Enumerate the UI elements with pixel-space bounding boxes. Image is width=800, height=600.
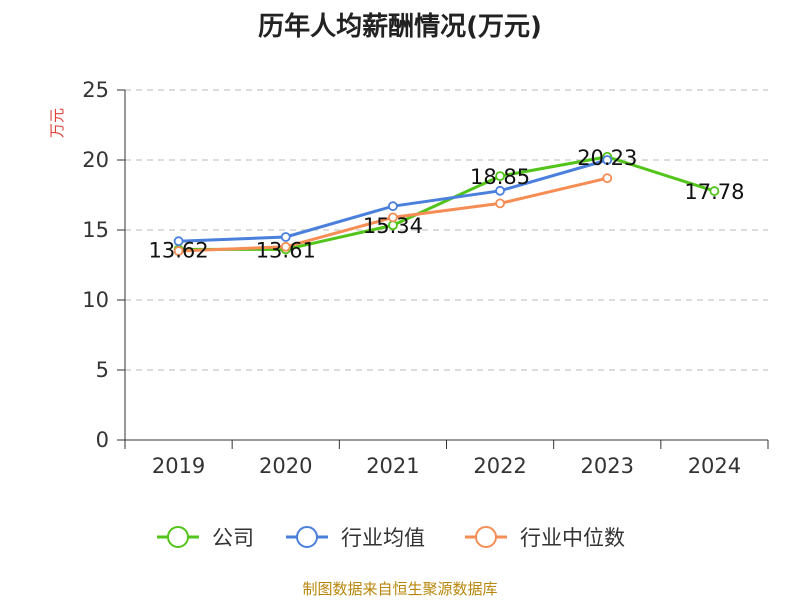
y-axis-label: 万元: [48, 108, 66, 138]
legend-item: 公司: [157, 526, 254, 550]
series-point-2: [280, 232, 291, 242]
legend: 公司 行业均值 行业中位数: [157, 526, 625, 550]
y-tick-label: 15: [82, 218, 109, 242]
series-point-2: [602, 155, 613, 165]
series-point-2: [173, 236, 184, 247]
legend-marker: [475, 526, 497, 548]
series-point-3: [388, 212, 398, 223]
data-label-layer: 13.62 13.61 15.34 18.85 20.23 17.78: [149, 146, 745, 263]
series-layer: [173, 151, 720, 256]
series-point-2: [495, 185, 505, 196]
x-tick-label: 2020: [259, 454, 312, 478]
legend-marker: [167, 526, 189, 548]
grid-layer: [125, 89, 768, 371]
y-tick-label: 0: [96, 428, 109, 452]
series-point-3: [602, 173, 613, 184]
source-note: 制图数据来自恒生聚源数据库: [302, 580, 498, 598]
axis-layer: 0 5 10 15 20 25 2019 2020 2021 2022 2023 2024 万元: [48, 78, 769, 478]
data-label: 20.23: [577, 146, 637, 170]
x-tick-label: 2024: [688, 454, 741, 478]
legend-label: 行业中位数: [520, 526, 625, 550]
y-tick-label: 10: [82, 288, 109, 312]
series-line-1: [177, 155, 716, 251]
series-point-3: [173, 246, 184, 256]
y-tick-label: 25: [82, 78, 109, 102]
x-tick-label: 2021: [366, 454, 419, 478]
legend-item: 行业中位数: [465, 526, 625, 550]
data-label: 13.62: [149, 238, 209, 262]
legend-marker: [296, 526, 318, 548]
data-label: 17.78: [684, 180, 744, 204]
series-point-1: [709, 186, 720, 196]
y-tick-label: 5: [96, 358, 109, 382]
series-point-1: [495, 171, 505, 182]
legend-label: 行业均值: [341, 526, 425, 550]
legend-item: 行业均值: [286, 526, 425, 550]
series-point-3: [495, 198, 505, 209]
series-point-3: [280, 241, 291, 252]
data-label: 13.61: [256, 238, 316, 262]
chart-title: 历年人均薪酬情况(万元): [258, 12, 542, 42]
y-tick-label: 20: [82, 148, 109, 172]
legend-label: 公司: [212, 526, 254, 550]
x-tick-label: 2022: [473, 454, 526, 478]
series-point-2: [388, 201, 398, 212]
data-label: 15.34: [363, 214, 423, 238]
x-tick-label: 2019: [152, 454, 205, 478]
data-label: 18.85: [470, 165, 530, 189]
x-tick-label: 2023: [581, 454, 634, 478]
